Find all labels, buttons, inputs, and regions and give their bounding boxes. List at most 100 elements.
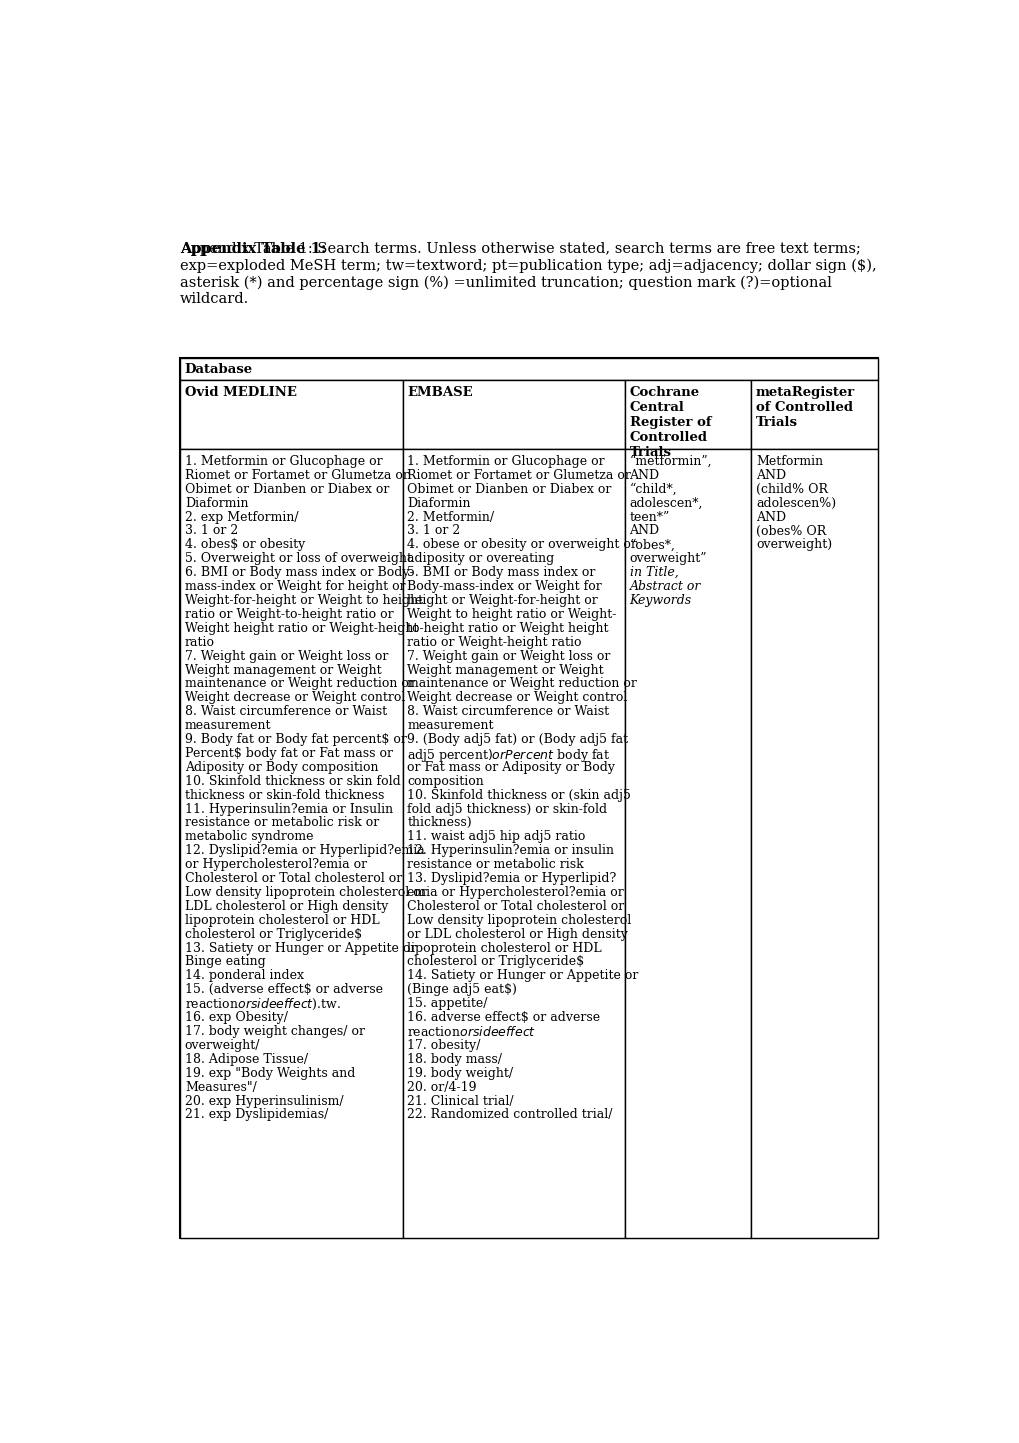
Text: overweight/: overweight/ (184, 1039, 260, 1052)
Text: Cochrane
Central
Register of
Controlled
Trials: Cochrane Central Register of Controlled … (629, 385, 710, 459)
Text: “obes*,: “obes*, (629, 538, 675, 551)
Bar (751, 380, 876, 449)
Text: or Hypercholesterol?emia or: or Hypercholesterol?emia or (184, 859, 367, 872)
Text: 14. Satiety or Hunger or Appetite or: 14. Satiety or Hunger or Appetite or (407, 970, 638, 983)
Text: “child*,: “child*, (629, 483, 677, 496)
Text: 9. Body fat or Body fat percent$ or: 9. Body fat or Body fat percent$ or (184, 733, 407, 746)
Text: 17. obesity/: 17. obesity/ (407, 1039, 480, 1052)
Text: in Title,: in Title, (629, 566, 678, 579)
Text: Appendix Table 1: Search terms. Unless otherwise stated, search terms are free t: Appendix Table 1: Search terms. Unless o… (180, 242, 876, 306)
Text: Weight management or Weight: Weight management or Weight (407, 664, 603, 677)
Text: maintenance or Weight reduction or: maintenance or Weight reduction or (184, 677, 415, 690)
Text: 13. Dyslipid?emia or Hyperlipid?: 13. Dyslipid?emia or Hyperlipid? (407, 872, 615, 885)
Text: Adiposity or Body composition: Adiposity or Body composition (184, 760, 378, 773)
Text: emia or Hypercholesterol?emia or: emia or Hypercholesterol?emia or (407, 886, 624, 899)
Text: Cholesterol or Total cholesterol or: Cholesterol or Total cholesterol or (184, 872, 401, 885)
Text: cholesterol or Triglyceride$: cholesterol or Triglyceride$ (184, 928, 362, 941)
Text: 7. Weight gain or Weight loss or: 7. Weight gain or Weight loss or (184, 649, 388, 662)
Text: or LDL cholesterol or High density: or LDL cholesterol or High density (407, 928, 628, 941)
Text: reaction$ or side effect$).tw.: reaction$ or side effect$).tw. (184, 997, 340, 1013)
Text: maintenance or Weight reduction or: maintenance or Weight reduction or (407, 677, 637, 690)
Text: 9. (Body adj5 fat) or (Body adj5 fat: 9. (Body adj5 fat) or (Body adj5 fat (407, 733, 628, 746)
Text: overweight”: overweight” (629, 553, 706, 566)
Text: 8. Waist circumference or Waist: 8. Waist circumference or Waist (407, 706, 608, 719)
Text: AND: AND (755, 469, 786, 482)
Bar (625, 449, 751, 1238)
Text: teen*”: teen*” (629, 511, 669, 524)
Text: height or Weight-for-height or: height or Weight-for-height or (407, 595, 597, 608)
Text: Database: Database (184, 364, 253, 377)
Text: Weight decrease or Weight control: Weight decrease or Weight control (407, 691, 627, 704)
Text: adiposity or overeating: adiposity or overeating (407, 553, 554, 566)
Text: metabolic syndrome: metabolic syndrome (184, 830, 313, 843)
Text: mass-index or Weight for height or: mass-index or Weight for height or (184, 580, 406, 593)
Text: Cholesterol or Total cholesterol or: Cholesterol or Total cholesterol or (407, 900, 624, 913)
Text: 3. 1 or 2: 3. 1 or 2 (184, 524, 237, 537)
Text: 15. appetite/: 15. appetite/ (407, 997, 487, 1010)
Text: Obimet or Dianben or Diabex or: Obimet or Dianben or Diabex or (407, 483, 611, 496)
Text: adolescen%): adolescen%) (755, 496, 836, 509)
Text: Diaformin: Diaformin (407, 496, 470, 509)
Text: 2. exp Metformin/: 2. exp Metformin/ (184, 511, 299, 524)
Text: metaRegister
of Controlled
Trials: metaRegister of Controlled Trials (755, 385, 854, 429)
Text: Riomet or Fortamet or Glumetza or: Riomet or Fortamet or Glumetza or (184, 469, 409, 482)
Text: adj5 percent$) or Percent$ body fat: adj5 percent$) or Percent$ body fat (407, 747, 609, 763)
Bar (751, 449, 876, 1238)
Text: or Fat mass or Adiposity or Body: or Fat mass or Adiposity or Body (407, 760, 614, 773)
Text: 11. waist adj5 hip adj5 ratio: 11. waist adj5 hip adj5 ratio (407, 830, 585, 843)
Text: ratio: ratio (184, 636, 215, 649)
Text: Ovid MEDLINE: Ovid MEDLINE (184, 385, 297, 398)
Bar (180, 358, 876, 1238)
Text: Diaformin: Diaformin (184, 496, 248, 509)
Text: measurement: measurement (184, 719, 271, 732)
Text: 13. Satiety or Hunger or Appetite or: 13. Satiety or Hunger or Appetite or (184, 942, 416, 955)
Text: 7. Weight gain or Weight loss or: 7. Weight gain or Weight loss or (407, 649, 610, 662)
Text: (Binge adj5 eat$): (Binge adj5 eat$) (407, 983, 517, 996)
Text: resistance or metabolic risk or: resistance or metabolic risk or (184, 817, 379, 830)
Text: thickness or skin-fold thickness: thickness or skin-fold thickness (184, 789, 384, 802)
Text: 3. 1 or 2: 3. 1 or 2 (407, 524, 460, 537)
Text: ratio or Weight-to-height ratio or: ratio or Weight-to-height ratio or (184, 608, 393, 620)
Text: cholesterol or Triglyceride$: cholesterol or Triglyceride$ (407, 955, 584, 968)
Text: 20. exp Hyperinsulinism/: 20. exp Hyperinsulinism/ (184, 1094, 343, 1108)
Text: Measures"/: Measures"/ (184, 1081, 257, 1094)
Text: 11. Hyperinsulin?emia or Insulin: 11. Hyperinsulin?emia or Insulin (184, 802, 392, 815)
Text: 4. obes$ or obesity: 4. obes$ or obesity (184, 538, 305, 551)
Bar (403, 380, 625, 449)
Text: AND: AND (755, 511, 786, 524)
Text: 8. Waist circumference or Waist: 8. Waist circumference or Waist (184, 706, 386, 719)
Text: Weight-for-height or Weight to height: Weight-for-height or Weight to height (184, 595, 423, 608)
Text: ratio or Weight-height ratio: ratio or Weight-height ratio (407, 636, 581, 649)
Text: 21. Clinical trial/: 21. Clinical trial/ (407, 1094, 514, 1108)
Text: 12. Dyslipid?emia or Hyperlipid?emia: 12. Dyslipid?emia or Hyperlipid?emia (184, 844, 424, 857)
Text: AND: AND (629, 524, 659, 537)
Text: 20. or/4-19: 20. or/4-19 (407, 1081, 476, 1094)
Bar (625, 380, 751, 449)
Text: 10. Skinfold thickness or (skin adj5: 10. Skinfold thickness or (skin adj5 (407, 789, 631, 802)
Text: 6. BMI or Body mass index or Body-: 6. BMI or Body mass index or Body- (184, 566, 413, 579)
Text: fold adj5 thickness) or skin-fold: fold adj5 thickness) or skin-fold (407, 802, 606, 815)
Text: Riomet or Fortamet or Glumetza or: Riomet or Fortamet or Glumetza or (407, 469, 631, 482)
Text: lipoprotein cholesterol or HDL: lipoprotein cholesterol or HDL (184, 913, 379, 926)
Bar (180, 380, 403, 449)
Text: Appendix Table 1:: Appendix Table 1: (180, 242, 326, 257)
Text: 1. Metformin or Glucophage or: 1. Metformin or Glucophage or (184, 455, 382, 468)
Text: 4. obese or obesity or overweight or: 4. obese or obesity or overweight or (407, 538, 637, 551)
Text: reaction$ or side effect$: reaction$ or side effect$ (407, 1025, 536, 1039)
Text: Percent$ body fat or Fat mass or: Percent$ body fat or Fat mass or (184, 747, 392, 760)
Text: Weight management or Weight: Weight management or Weight (184, 664, 381, 677)
Text: Body-mass-index or Weight for: Body-mass-index or Weight for (407, 580, 601, 593)
Text: 19. body weight/: 19. body weight/ (407, 1066, 513, 1079)
Text: 5. Overweight or loss of overweight: 5. Overweight or loss of overweight (184, 553, 412, 566)
Text: 21. exp Dyslipidemias/: 21. exp Dyslipidemias/ (184, 1108, 328, 1121)
Text: Weight to height ratio or Weight-: Weight to height ratio or Weight- (407, 608, 615, 620)
Text: Keywords: Keywords (629, 595, 691, 608)
Text: composition: composition (407, 775, 483, 788)
Text: 1. Metformin or Glucophage or: 1. Metformin or Glucophage or (407, 455, 604, 468)
Text: Weight height ratio or Weight-height: Weight height ratio or Weight-height (184, 622, 418, 635)
Bar (403, 449, 625, 1238)
Text: Obimet or Dianben or Diabex or: Obimet or Dianben or Diabex or (184, 483, 389, 496)
Text: “metformin”,: “metformin”, (629, 455, 711, 468)
Text: lipoprotein cholesterol or HDL: lipoprotein cholesterol or HDL (407, 942, 601, 955)
Bar (180, 449, 403, 1238)
